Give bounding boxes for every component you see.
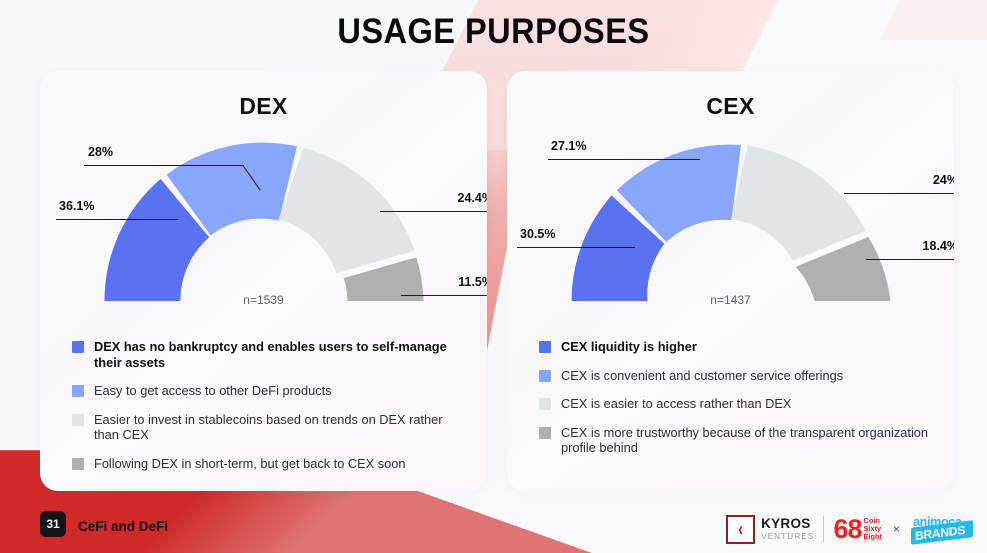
coin-sixty-eight-logo: 68 Coin Sixty Eight — [833, 513, 882, 544]
cex-legend-swatch-4 — [539, 426, 551, 439]
cex-legend: CEX liquidity is higher CEX is convenien… — [539, 339, 934, 469]
cex-legend-label-2: CEX is convenient and customer service o… — [561, 367, 844, 383]
kyros-subtitle: VENTURES — [761, 531, 815, 541]
footer: 31 CeFi and DeFi ‹ KYROS VENTURES 68 Coi… — [0, 491, 987, 553]
cex-legend-label-3: CEX is easier to access rather than DEX — [561, 396, 792, 411]
cex-leader-1 — [517, 247, 635, 248]
logo-divider — [823, 516, 825, 542]
cex-gauge-wrap: 27.1% 30.5% 24% 18.4% n=1437 — [507, 133, 954, 323]
kyros-chevron-icon: ‹ — [726, 514, 756, 544]
kyros-ventures-logo: ‹ KYROS VENTURES — [726, 514, 814, 544]
dex-donut-chart — [103, 142, 423, 301]
panel-cex-title: CEX — [706, 93, 755, 119]
page-title: USAGE PURPOSES — [337, 12, 650, 51]
section-label: CeFi and DeFi — [78, 519, 169, 534]
dex-legend-swatch-4 — [72, 457, 84, 470]
c68-wordmark: Coin Sixty Eight — [863, 515, 882, 542]
dex-legend-item-4: Following DEX in short-term, but get bac… — [72, 456, 467, 472]
dex-segment-4 — [343, 257, 423, 301]
dex-leader-3 — [380, 211, 487, 212]
kyros-wordmark: KYROS VENTURES — [761, 517, 814, 541]
cex-leader-2 — [548, 159, 700, 160]
footer-logos: ‹ KYROS VENTURES 68 Coin Sixty Eight × — [726, 513, 973, 545]
cex-value-label-2: 27.1% — [551, 139, 587, 153]
dex-legend-label-1: DEX has no bankruptcy and enables users … — [94, 339, 447, 370]
cex-segment-3 — [730, 145, 866, 261]
dex-legend-label-2: Easy to get access to other DeFi product… — [94, 383, 332, 398]
dex-legend-label-4: Following DEX in short-term, but get bac… — [94, 455, 406, 471]
cex-sample-size: n=1437 — [710, 293, 751, 307]
times-symbol-icon: × — [892, 522, 900, 536]
c68-line-1: Coin — [863, 515, 880, 525]
cex-donut-chart — [571, 144, 890, 301]
cex-legend-swatch-3 — [539, 398, 551, 410]
dex-segment-3 — [278, 148, 415, 274]
dex-value-label-4: 11.5% — [458, 275, 487, 289]
panel-cex: CEX 27.1% 30.5% 24% 18.4% — [507, 71, 954, 491]
c68-numerals: 68 — [833, 513, 862, 544]
cex-legend-item-3: CEX is easier to access rather than DEX — [539, 396, 934, 412]
dex-legend-swatch-1 — [72, 341, 84, 353]
cex-segment-2 — [616, 144, 741, 242]
dex-legend-item-2: Easy to get access to other DeFi product… — [72, 383, 467, 399]
cex-legend-swatch-1 — [539, 341, 551, 353]
dex-legend-swatch-3 — [72, 413, 84, 426]
cex-value-label-3: 24% — [932, 173, 954, 187]
dex-sample-size: n=1539 — [243, 293, 284, 307]
dex-legend-item-3: Easier to invest in stablecoins based on… — [72, 412, 467, 443]
dex-leader-1 — [56, 219, 178, 220]
dex-legend-swatch-2 — [72, 385, 84, 397]
cex-leader-3 — [844, 193, 954, 194]
dex-leader-2a — [84, 165, 244, 166]
cex-value-label-4: 18.4% — [922, 239, 954, 253]
cex-legend-label-4: CEX is more trustworthy because of the t… — [561, 424, 929, 456]
animoca-top-word: animoca — [913, 515, 962, 529]
c68-line-3: Eight — [863, 532, 882, 542]
dex-legend: DEX has no bankruptcy and enables users … — [72, 339, 467, 484]
dex-value-label-2: 28% — [88, 145, 114, 159]
c68-line-2: Sixty — [863, 523, 882, 533]
panel-dex: DEX 28% 36.1% 24.4% 11.5 — [40, 71, 487, 491]
dex-value-label-3: 24.4% — [457, 191, 487, 205]
cex-segment-4 — [795, 237, 890, 301]
animoca-brands-logo: animoca BRANDS — [911, 513, 973, 545]
cex-legend-item-2: CEX is convenient and customer service o… — [539, 368, 934, 384]
page-number-badge: 31 — [40, 511, 66, 537]
cex-legend-label-1: CEX liquidity is higher — [561, 339, 697, 354]
chevron-left-icon: ‹ — [738, 517, 744, 541]
dex-value-label-1: 36.1% — [59, 199, 95, 213]
cex-legend-swatch-2 — [539, 369, 551, 382]
kyros-name: KYROS — [761, 516, 811, 532]
dex-gauge-wrap: 28% 36.1% 24.4% 11.5% n=1539 — [40, 133, 487, 323]
cex-legend-item-4: CEX is more trustworthy because of the t… — [539, 425, 934, 456]
cex-legend-item-1: CEX liquidity is higher — [539, 339, 934, 355]
cex-value-label-1: 30.5% — [520, 227, 556, 241]
dex-legend-label-3: Easier to invest in stablecoins based on… — [94, 411, 443, 443]
dex-legend-item-1: DEX has no bankruptcy and enables users … — [72, 339, 467, 370]
panel-dex-title: DEX — [239, 93, 288, 119]
cex-segment-1 — [571, 195, 664, 301]
dex-leader-4 — [401, 295, 487, 296]
dex-segment-1 — [103, 179, 209, 301]
cex-leader-4 — [866, 259, 954, 260]
